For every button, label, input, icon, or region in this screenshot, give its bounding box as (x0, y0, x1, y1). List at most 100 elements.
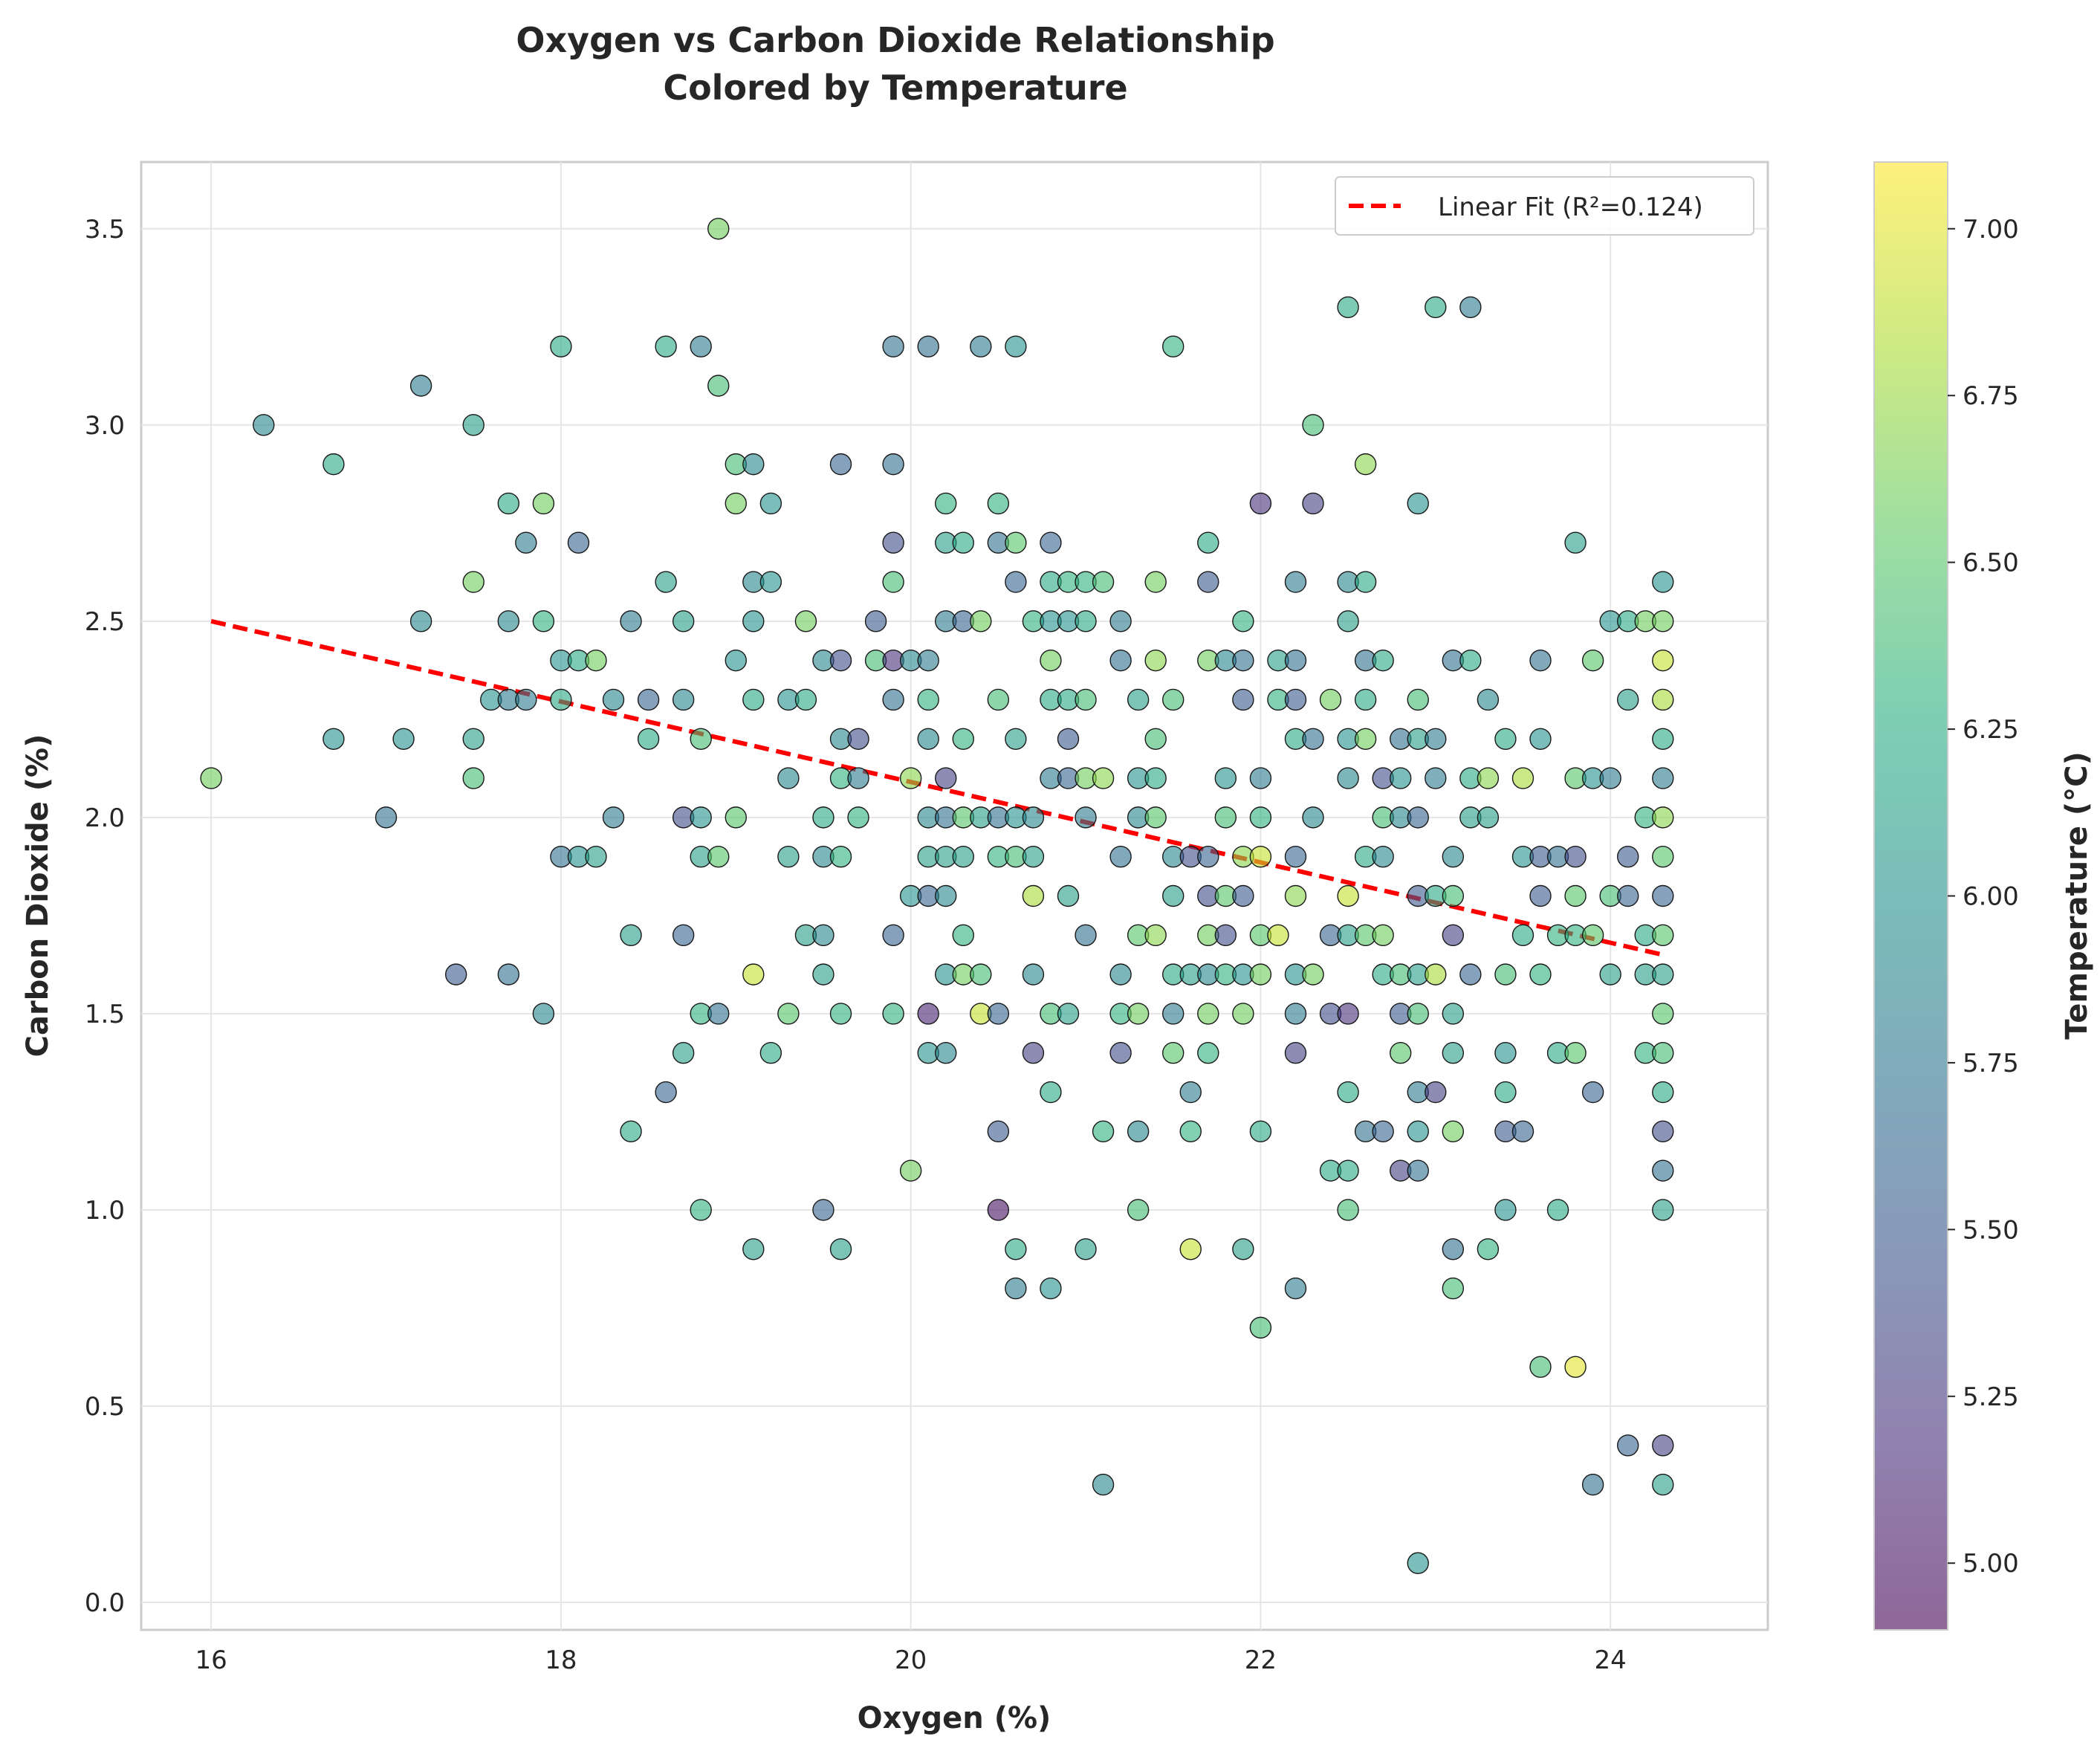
scatter-point (882, 571, 904, 593)
y-axis-label: Carbon Dioxide (%) (21, 734, 55, 1058)
scatter-point (1162, 1042, 1185, 1064)
scatter-point (655, 1081, 677, 1104)
scatter-point (1372, 1120, 1394, 1143)
scatter-point (1354, 571, 1377, 593)
scatter-point (602, 688, 625, 711)
scatter-point (1652, 1081, 1674, 1104)
scatter-point (1652, 845, 1674, 868)
scatter-points (200, 218, 1674, 1574)
scatter-point (987, 1199, 1010, 1221)
scatter-point (1599, 767, 1621, 789)
y-tick-label: 0.5 (85, 1392, 125, 1422)
scatter-point (1075, 688, 1097, 711)
scatter-point (1581, 924, 1604, 947)
scatter-point (829, 453, 852, 476)
scatter-point (707, 1003, 730, 1025)
scatter-point (1109, 1042, 1132, 1064)
scatter-point (1581, 1473, 1604, 1496)
scatter-point (1354, 453, 1377, 476)
scatter-point (1337, 884, 1359, 907)
scatter-point (1302, 728, 1324, 750)
scatter-point (882, 453, 904, 476)
scatter-point (794, 688, 817, 711)
scatter-point (1616, 845, 1639, 868)
scatter-point (497, 963, 519, 985)
scatter-point (1284, 845, 1307, 868)
scatter-point (1407, 1159, 1429, 1182)
scatter-point (1162, 884, 1185, 907)
scatter-point (1546, 1199, 1569, 1221)
scatter-point (1005, 531, 1027, 554)
x-axis-label: Oxygen (%) (858, 1701, 1051, 1735)
colorbar-tick-label: 6.75 (1963, 381, 2019, 411)
scatter-point (1249, 1316, 1272, 1339)
scatter-point (935, 1042, 957, 1064)
scatter-point (1407, 492, 1429, 515)
colorbar-gradient (1873, 161, 1948, 1631)
scatter-point (1162, 1003, 1185, 1025)
scatter-point (917, 1003, 939, 1025)
scatter-point (532, 492, 555, 515)
scatter-point (532, 610, 555, 632)
scatter-point (1284, 1003, 1307, 1025)
scatter-point (1109, 649, 1132, 672)
scatter-point (1232, 610, 1254, 632)
scatter-point (1197, 845, 1219, 868)
scatter-point (550, 688, 572, 711)
scatter-point (707, 218, 730, 240)
scatter-point (515, 531, 537, 554)
scatter-point (1249, 1120, 1272, 1143)
scatter-point (1652, 688, 1674, 711)
scatter-point (1616, 1434, 1639, 1457)
y-tick-label: 1.0 (85, 1196, 125, 1226)
scatter-point (882, 688, 904, 711)
scatter-point (1144, 767, 1167, 789)
scatter-point (1564, 531, 1587, 554)
scatter-point (444, 963, 467, 985)
scatter-point (725, 806, 747, 829)
scatter-point (1127, 1003, 1150, 1025)
scatter-point (1407, 1120, 1429, 1143)
scatter-point (1494, 1199, 1517, 1221)
colorbar-tick-label: 6.50 (1963, 548, 2019, 578)
scatter-point (1372, 845, 1394, 868)
scatter-point (882, 924, 904, 947)
scatter-point (1337, 296, 1359, 319)
scatter-point (672, 924, 695, 947)
scatter-point (462, 571, 485, 593)
scatter-point (1022, 884, 1045, 907)
scatter-point (1459, 963, 1482, 985)
scatter-point (1197, 1003, 1219, 1025)
scatter-point (1390, 1042, 1412, 1064)
scatter-point (1162, 335, 1185, 357)
scatter-point (1284, 884, 1307, 907)
scatter-point (1529, 963, 1552, 985)
scatter-point (497, 610, 519, 632)
legend: Linear Fit (R²=0.124) (1335, 176, 1754, 236)
scatter-point (1249, 845, 1272, 868)
scatter-point (1511, 924, 1535, 947)
scatter-point (655, 571, 677, 593)
scatter-point (1284, 571, 1307, 593)
legend-entry-linear-fit: Linear Fit (R²=0.124) (1438, 192, 1703, 222)
scatter-point (1249, 963, 1272, 985)
scatter-point (1057, 884, 1080, 907)
scatter-point (672, 1042, 695, 1064)
scatter-point (1529, 728, 1552, 750)
scatter-point (1179, 1081, 1202, 1104)
scatter-point (1616, 884, 1639, 907)
scatter-point (655, 335, 677, 357)
y-tick-label: 2.0 (85, 803, 125, 833)
scatter-point (462, 767, 485, 789)
scatter-point (1214, 806, 1237, 829)
scatter-point (1092, 571, 1115, 593)
scatter-point (1442, 1120, 1465, 1143)
scatter-point (987, 1003, 1010, 1025)
scatter-point (1337, 1199, 1359, 1221)
scatter-point (1267, 924, 1289, 947)
scatter-point (1092, 1120, 1115, 1143)
scatter-point (1127, 1199, 1150, 1221)
scatter-point (1652, 884, 1674, 907)
colorbar-tick-label: 5.50 (1963, 1215, 2019, 1245)
scatter-point (323, 453, 345, 476)
